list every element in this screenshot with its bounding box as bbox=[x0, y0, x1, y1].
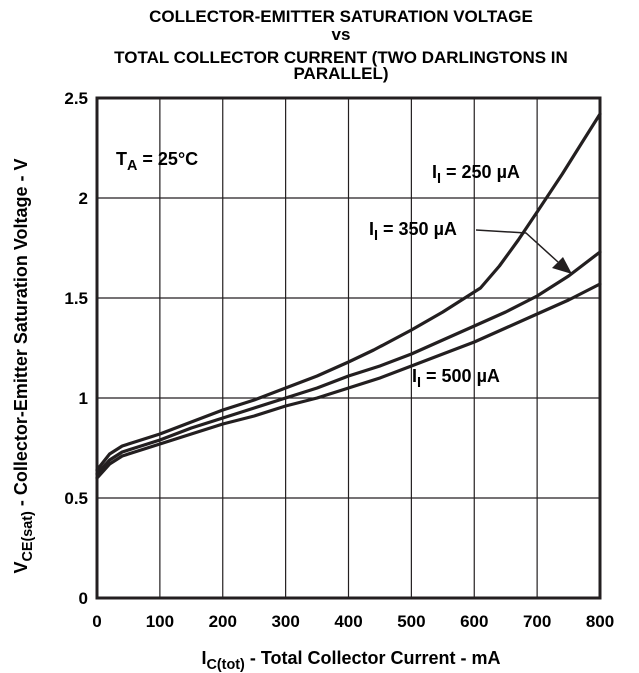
y-tick-label: 0.5 bbox=[64, 489, 88, 508]
tick-labels: 0 100 200 300 400 500 600 700 800 0 0.5 1 1.5 2 2.5 bbox=[64, 89, 614, 631]
annotations: TA = 25°C II = 250 µA II = 350 µA II = 500 … bbox=[116, 149, 572, 391]
x-tick-label: 500 bbox=[397, 612, 425, 631]
y-tick-label: 2.5 bbox=[64, 89, 88, 108]
x-tick-label: 0 bbox=[92, 612, 101, 631]
series-label: II = 500 µA bbox=[412, 366, 500, 391]
grid bbox=[97, 98, 600, 598]
y-tick-label: 0 bbox=[79, 589, 88, 608]
series-line bbox=[95, 282, 602, 480]
x-tick-label: 100 bbox=[146, 612, 174, 631]
y-axis-label: VCE(sat) - Collector-Emitter Saturation … bbox=[11, 158, 36, 573]
plot-area-frame bbox=[95, 96, 602, 600]
chart-title-line: TOTAL COLLECTOR CURRENT (TWO DARLINGTONS… bbox=[114, 48, 568, 67]
series-lines bbox=[95, 112, 602, 480]
y-tick-label: 1.5 bbox=[64, 289, 88, 308]
series-line bbox=[95, 250, 602, 476]
x-tick-label: 600 bbox=[460, 612, 488, 631]
x-tick-label: 700 bbox=[523, 612, 551, 631]
chart-title-line: COLLECTOR-EMITTER SATURATION VOLTAGE bbox=[149, 7, 533, 26]
x-tick-label: 400 bbox=[334, 612, 362, 631]
y-tick-label: 2 bbox=[79, 189, 88, 208]
chart-title-line: vs bbox=[332, 25, 351, 44]
x-tick-label: 200 bbox=[209, 612, 237, 631]
series-line bbox=[95, 112, 602, 472]
x-tick-label: 800 bbox=[586, 612, 614, 631]
temperature-condition: TA = 25°C bbox=[116, 149, 198, 174]
series-label: II = 350 µA bbox=[369, 219, 457, 244]
chart-title-line: PARALLEL) bbox=[293, 64, 388, 83]
label-leader-line bbox=[475, 229, 559, 263]
x-tick-label: 300 bbox=[271, 612, 299, 631]
axis-labels: IC(tot) - Total Collector Current - mA VC… bbox=[11, 158, 501, 673]
x-axis-label: IC(tot) - Total Collector Current - mA bbox=[201, 648, 500, 673]
series-label: II = 250 µA bbox=[432, 162, 520, 187]
y-tick-label: 1 bbox=[79, 389, 88, 408]
label-leader-arrowhead bbox=[552, 257, 572, 274]
